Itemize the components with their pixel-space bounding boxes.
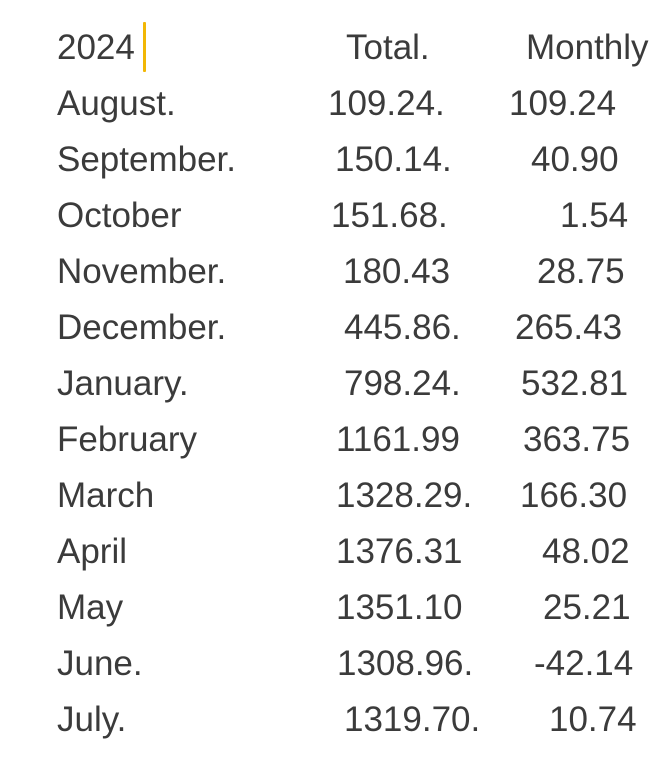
monthly-heading: Monthly — [526, 28, 649, 67]
month-line: January. 798.24. 532.81 — [0, 356, 672, 412]
month-line: February 1161.99 363.75 — [0, 412, 672, 468]
month-line: March 1328.29. 166.30 — [0, 468, 672, 524]
total-value: 1328.29. — [336, 476, 473, 515]
month-line: December. 445.86. 265.43 — [0, 300, 672, 356]
total-value: 150.14. — [335, 140, 452, 179]
month-label: February — [57, 420, 198, 459]
month-line: November. 180.43 28.75 — [0, 244, 672, 300]
total-value: 1308.96. — [337, 644, 474, 683]
month-line: October 151.68. 1.54 — [0, 188, 672, 244]
total-heading: Total. — [346, 28, 430, 67]
monthly-value: -42.14 — [534, 644, 634, 683]
month-line: September. 150.14. 40.90 — [0, 132, 672, 188]
monthly-value: 363.75 — [523, 420, 631, 459]
month-label: May — [57, 588, 124, 627]
total-value: 1376.31 — [336, 532, 463, 571]
month-label: June. — [57, 644, 143, 683]
monthly-value: 109.24 — [509, 84, 617, 123]
year-heading: 2024 — [57, 28, 135, 67]
total-value: 798.24. — [344, 364, 461, 403]
monthly-value: 48.02 — [542, 532, 630, 571]
monthly-value: 1.54 — [560, 196, 629, 235]
month-label: March — [57, 476, 155, 515]
total-value: 1351.10 — [336, 588, 463, 627]
monthly-value: 25.21 — [543, 588, 631, 627]
month-line: August. 109.24. 109.24 — [0, 76, 672, 132]
monthly-value: 532.81 — [521, 364, 629, 403]
monthly-value: 10.74 — [549, 700, 637, 739]
month-label: October — [57, 196, 182, 235]
total-value: 109.24. — [328, 84, 445, 123]
monthly-value: 40.90 — [531, 140, 619, 179]
month-label: December. — [57, 308, 227, 347]
monthly-value: 166.30 — [520, 476, 628, 515]
total-value: 151.68. — [331, 196, 448, 235]
total-value: 180.43 — [343, 252, 451, 291]
month-label: July. — [57, 700, 127, 739]
monthly-value: 265.43 — [515, 308, 623, 347]
month-label: August. — [57, 84, 176, 123]
monthly-value: 28.75 — [537, 252, 625, 291]
total-value: 1319.70. — [344, 700, 481, 739]
month-label: September. — [57, 140, 236, 179]
month-label: April — [57, 532, 128, 571]
month-line: July. 1319.70. 10.74 — [0, 692, 672, 748]
month-label: January. — [57, 364, 189, 403]
total-value: 1161.99 — [336, 420, 460, 459]
header-line: 2024 Total. Monthly — [0, 20, 672, 76]
month-label: November. — [57, 252, 227, 291]
total-value: 445.86. — [344, 308, 461, 347]
text-cursor — [143, 22, 146, 72]
month-line: May 1351.10 25.21 — [0, 580, 672, 636]
month-line: April 1376.31 48.02 — [0, 524, 672, 580]
month-line: June. 1308.96. -42.14 — [0, 636, 672, 692]
